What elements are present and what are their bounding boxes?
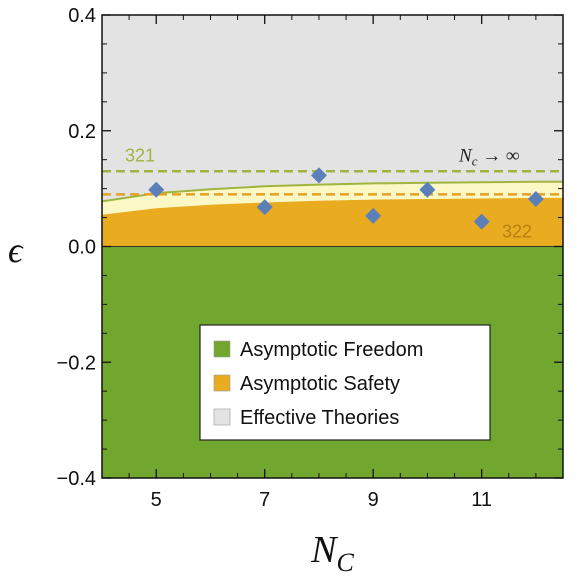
y-tick-label: 0.4 [68,5,96,27]
limit-label-rest: → ∞ [477,145,519,166]
limit-label-sub: c [472,153,478,168]
data-point [527,191,544,208]
y-tick-label: 0.0 [68,237,96,259]
legend-label: Asymptotic Freedom [240,339,423,361]
axis-ticks: −0.4 −0.2 0.0 0.2 0.4 5 7 9 11 [57,5,564,511]
data-point [256,199,273,216]
x-tick-label: 7 [259,489,270,511]
y-tick-label: 0.2 [68,121,96,143]
data-point [148,181,165,198]
x-axis-label-sub: C [337,548,355,577]
legend-swatch [213,408,231,426]
limit-label-var: N [458,145,473,166]
y-tick-label: −0.2 [57,352,96,374]
y-tick-label: −0.4 [57,468,96,490]
legend-label: Asymptotic Safety [240,373,400,395]
label-321: 321 [125,145,155,165]
data-point [419,181,436,198]
y-axis-label: ϵ [8,230,24,270]
band-boundary-line [101,180,563,203]
label-322: 322 [502,222,532,242]
label-nc-infinity: Nc → ∞ [458,145,520,168]
legend: Asymptotic Freedom Asymptotic Safety Effec… [199,324,491,441]
data-points [148,167,544,230]
x-tick-label: 11 [471,489,492,511]
legend-swatch [213,374,231,392]
x-axis-label: NC [310,529,354,577]
legend-box [199,324,491,441]
legend-label: Effective Theories [240,407,399,429]
legend-swatch [213,340,231,358]
data-point [365,207,382,224]
data-point [310,167,327,184]
x-axis-label-main: N [310,529,339,571]
data-point [473,213,490,230]
x-tick-label: 5 [151,489,162,511]
x-tick-label: 9 [368,489,379,511]
region-asymptotic-safety [102,197,563,247]
